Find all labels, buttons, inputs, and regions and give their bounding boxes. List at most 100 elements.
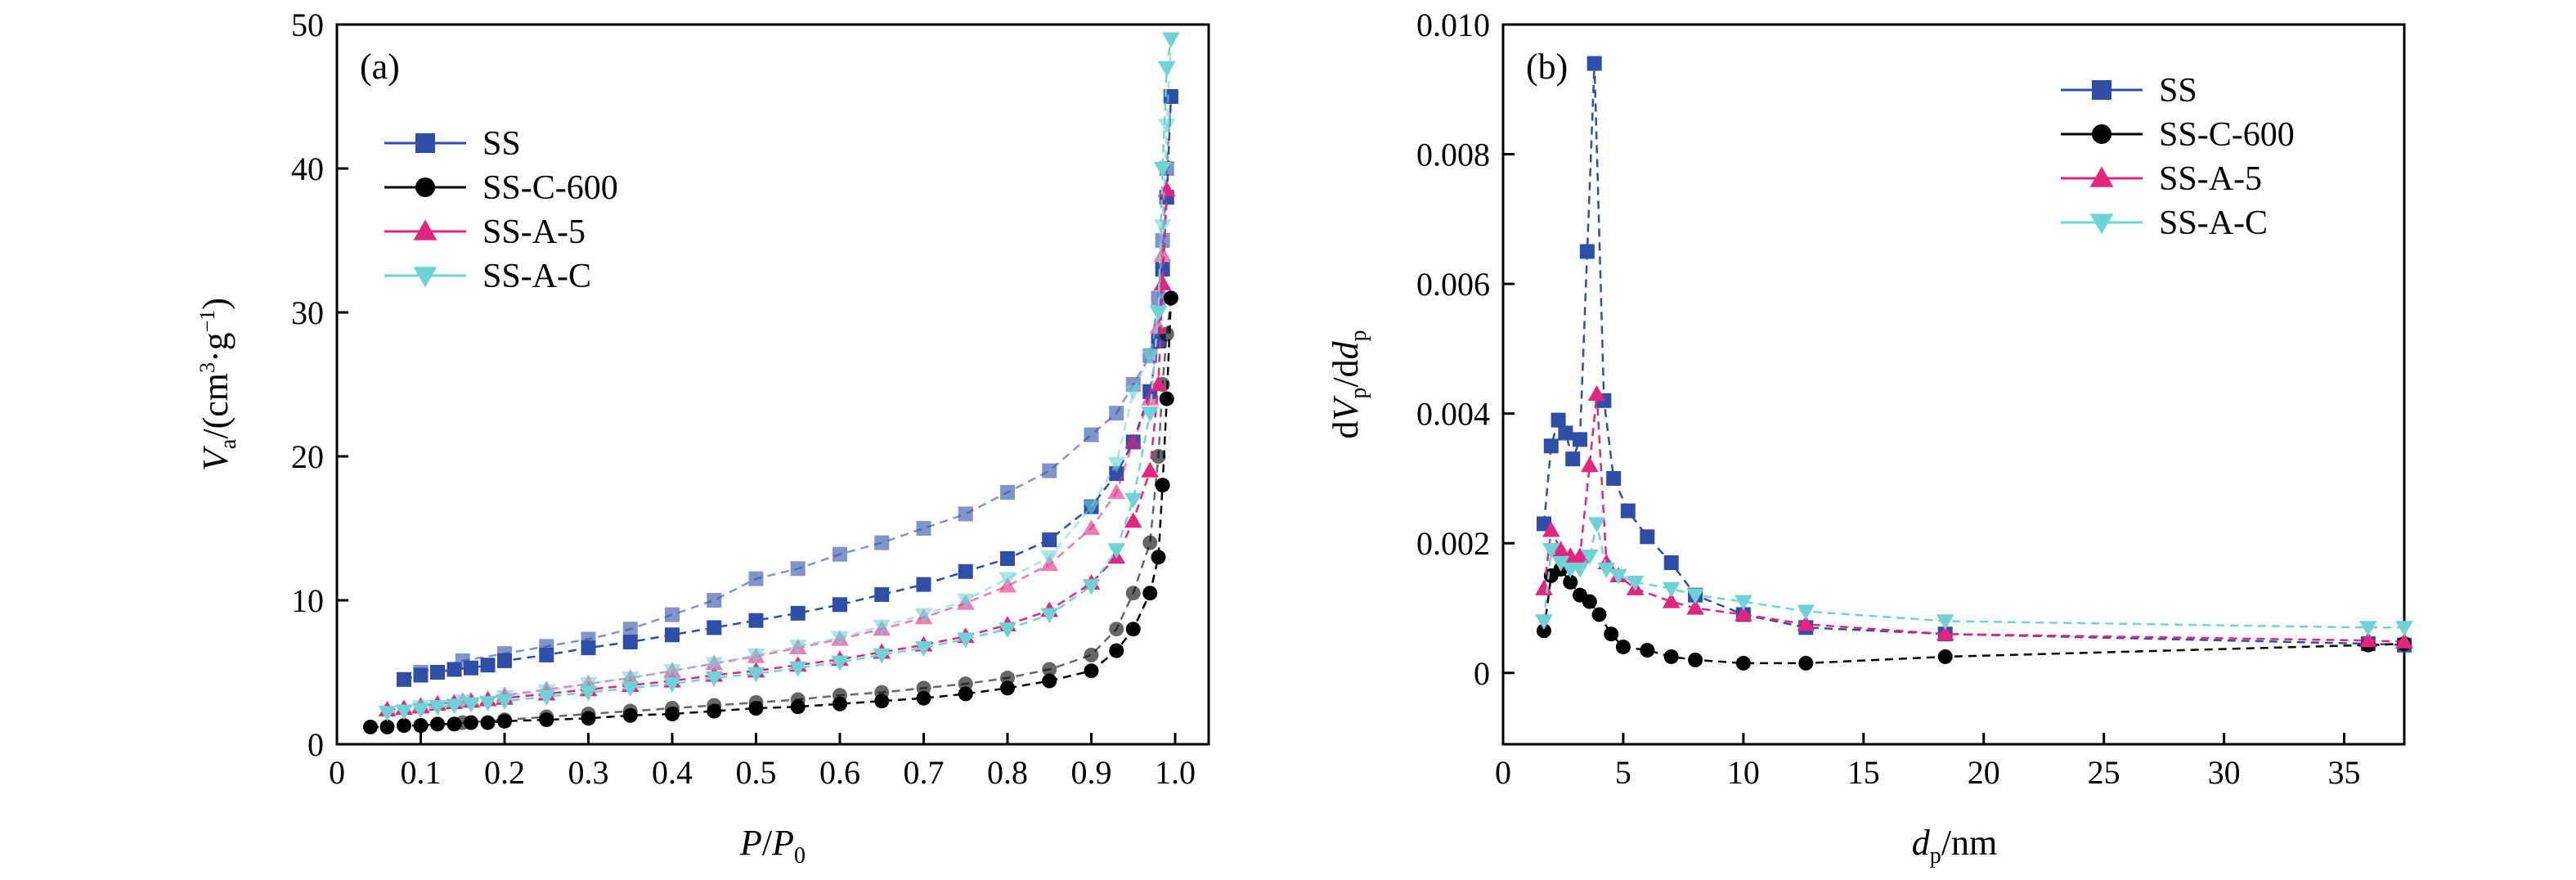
b-data-point — [1551, 541, 1570, 557]
a-data-point — [665, 627, 680, 643]
panel-a-ylabel-unit-mid: ·g — [195, 332, 236, 362]
a-x-tick-label: 0.7 — [904, 754, 945, 791]
a-data-point — [1153, 275, 1172, 290]
a-data-point — [916, 690, 931, 706]
a-data-point — [1162, 32, 1180, 48]
a-y-tick-label: 10 — [291, 582, 324, 619]
b-data-point — [1686, 588, 1704, 604]
b-data-point — [1798, 655, 1814, 671]
a-data-point — [707, 593, 722, 608]
a-y-tick-label: 50 — [291, 7, 324, 43]
a-data-point — [832, 688, 847, 703]
a-data-point — [1153, 161, 1172, 177]
a-data-point — [1109, 622, 1124, 637]
a-data-point — [1000, 550, 1015, 566]
b-data-point — [1586, 56, 1602, 71]
a-data-point — [1151, 449, 1166, 464]
b-y-tick-label: 0.004 — [1416, 396, 1490, 433]
a-data-point — [958, 676, 973, 692]
a-data-point — [480, 658, 496, 673]
panel-a-label: (a) — [360, 47, 400, 87]
panel-b-xlabel-sub: p — [1930, 843, 1941, 869]
a-data-point — [1149, 305, 1168, 321]
b-data-point — [1587, 385, 1606, 401]
b-data-point — [1563, 574, 1578, 590]
b-data-point — [1735, 655, 1751, 671]
a-data-point — [379, 719, 395, 734]
panel-b-label: (b) — [1526, 47, 1568, 87]
a-data-point — [958, 563, 973, 579]
b-series-ss-c-600 — [1536, 561, 2412, 671]
a-data-point — [958, 506, 973, 522]
a-data-point — [831, 631, 849, 647]
a-data-point — [1141, 348, 1160, 365]
panel-a-ylabel-sup2: −1 — [195, 310, 219, 333]
a-data-point — [873, 648, 891, 664]
a-data-point — [1042, 532, 1057, 548]
legend-label-ss-a-5: SS-A-5 — [482, 213, 586, 251]
a-data-point — [455, 715, 470, 730]
b-y-tick-label: 0.008 — [1416, 137, 1490, 173]
legend-marker-ss-a-c — [2089, 213, 2114, 235]
b-y-tick-label: 0.006 — [1416, 266, 1490, 303]
legend-marker-ss — [415, 133, 435, 153]
b-series-ss-a-c — [1535, 517, 2413, 637]
b-x-tick-label: 10 — [1727, 754, 1760, 791]
b-data-point — [1620, 503, 1636, 519]
a-data-point — [999, 622, 1016, 638]
a-data-point — [832, 546, 847, 562]
a-data-point — [1084, 663, 1099, 679]
b-data-point — [1535, 579, 1553, 595]
a-data-point — [1151, 550, 1166, 565]
b-data-point — [1571, 562, 1589, 578]
a-data-point — [914, 640, 933, 657]
panel-b: 0 5 10 15 20 25 30 35 0 0.002 0.004 0.006 0.008 0.010… — [1326, 7, 2413, 869]
b-data-point — [1663, 649, 1679, 664]
a-data-point — [413, 718, 429, 734]
b-data-point — [1640, 643, 1655, 658]
panel-b-legend: SS SS-C-600 SS-A-5 SS-A-C — [2061, 72, 2295, 242]
b-data-point — [1558, 425, 1573, 441]
legend-marker-ss — [2092, 80, 2112, 100]
b-data-point — [2359, 631, 2377, 648]
b-data-point — [1573, 432, 1588, 447]
a-data-point — [480, 715, 496, 730]
a-data-point — [1042, 463, 1057, 478]
a-x-tick-label: 0.9 — [1071, 754, 1112, 791]
a-data-point — [1149, 317, 1168, 334]
a-data-point — [1159, 391, 1174, 406]
a-data-point — [539, 709, 554, 725]
a-x-tick-label: 0.5 — [736, 754, 777, 791]
b-data-point — [1582, 594, 1597, 609]
a-data-point — [1155, 478, 1170, 493]
b-data-point — [1587, 517, 1606, 533]
a-data-point — [705, 657, 724, 673]
a-y-tick-label: 20 — [291, 438, 324, 475]
a-data-point — [363, 719, 378, 734]
a-data-point — [1124, 492, 1142, 509]
b-data-point — [1936, 625, 1954, 641]
a-data-point — [1040, 550, 1059, 566]
a-data-point — [873, 619, 891, 635]
a-data-point — [413, 665, 429, 680]
a-data-point — [1163, 290, 1178, 306]
a-data-point — [397, 671, 411, 687]
a-data-point — [956, 593, 975, 609]
a-data-point — [1107, 543, 1126, 559]
a-data-point — [429, 700, 447, 716]
a-data-point — [395, 704, 413, 721]
b-data-point — [1565, 451, 1581, 467]
a-data-point — [707, 620, 722, 635]
a-data-point — [788, 661, 807, 677]
a-data-point — [790, 605, 806, 621]
a-data-point — [748, 571, 764, 586]
panel-b-frame — [1501, 23, 2406, 746]
a-data-point — [663, 664, 681, 680]
a-data-point — [537, 684, 556, 700]
a-data-point — [622, 635, 638, 650]
a-data-point — [831, 655, 849, 671]
b-data-point — [1937, 649, 1953, 664]
b-data-point — [1606, 470, 1622, 486]
a-x-tick-label: 0.3 — [568, 754, 609, 791]
